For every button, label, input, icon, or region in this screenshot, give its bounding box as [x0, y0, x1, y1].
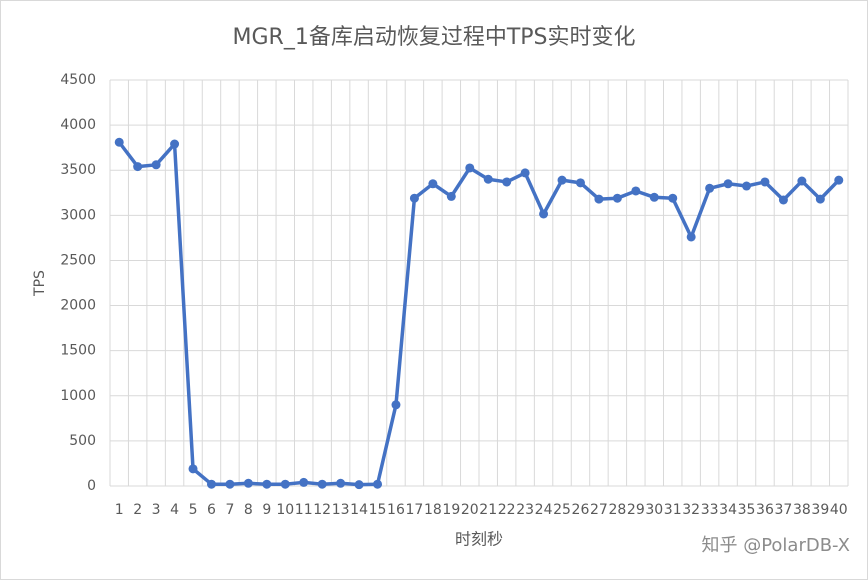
- x-tick-label: 1: [115, 502, 124, 518]
- data-point: [206, 479, 216, 489]
- chart-title: MGR_1备库启动恢复过程中TPS实时变化: [233, 25, 636, 50]
- x-tick-label: 26: [572, 502, 590, 518]
- data-point: [649, 192, 659, 202]
- y-tick-label: 3000: [60, 207, 96, 223]
- x-tick-label: 12: [313, 502, 331, 518]
- x-tick-label: 35: [738, 502, 756, 518]
- data-point: [280, 479, 290, 489]
- data-point: [760, 177, 770, 187]
- data-point: [797, 176, 807, 186]
- x-tick-label: 27: [590, 502, 608, 518]
- x-tick-label: 24: [535, 502, 553, 518]
- data-point: [225, 479, 235, 489]
- data-point: [133, 162, 143, 172]
- data-point: [575, 178, 585, 188]
- series-line: [117, 141, 841, 487]
- x-tick-label: 14: [350, 502, 368, 518]
- x-tick-label: 6: [207, 502, 216, 518]
- x-tick-label: 40: [830, 502, 848, 518]
- x-tick-label: 39: [811, 502, 829, 518]
- y-tick-label: 4500: [60, 72, 96, 88]
- data-point: [465, 163, 475, 173]
- x-tick-label: 17: [406, 502, 424, 518]
- data-point: [391, 400, 401, 410]
- data-point: [262, 479, 272, 489]
- x-tick-label: 9: [262, 502, 271, 518]
- x-tick-label: 11: [295, 502, 313, 518]
- y-axis-title: TPS: [32, 270, 48, 297]
- data-point: [557, 175, 567, 185]
- y-tick-label: 3500: [60, 162, 96, 178]
- data-point: [539, 209, 549, 219]
- data-point: [243, 478, 253, 488]
- data-point: [354, 480, 364, 490]
- x-tick-label: 4: [170, 502, 179, 518]
- x-tick-label: 28: [608, 502, 626, 518]
- data-point: [336, 478, 346, 488]
- y-tick-label: 500: [69, 433, 96, 449]
- x-tick-label: 19: [442, 502, 460, 518]
- data-point: [446, 191, 456, 201]
- x-tick-label: 31: [664, 502, 682, 518]
- watermark: 知乎 @PolarDB-X: [701, 535, 850, 556]
- data-point: [612, 193, 622, 203]
- x-tick-label: 2: [133, 502, 142, 518]
- y-tick-label: 2000: [60, 298, 96, 314]
- data-point: [815, 194, 825, 204]
- x-tick-label: 23: [516, 502, 534, 518]
- data-point: [686, 232, 696, 242]
- data-point: [742, 181, 752, 191]
- data-point: [631, 186, 641, 196]
- y-tick-label: 0: [87, 478, 96, 494]
- data-point: [594, 194, 604, 204]
- y-tick-label: 1500: [60, 343, 96, 359]
- x-tick-label: 15: [369, 502, 387, 518]
- x-tick-label: 36: [756, 502, 774, 518]
- x-tick-label: 25: [553, 502, 571, 518]
- data-point: [520, 168, 530, 178]
- data-point: [502, 177, 512, 187]
- y-tick-label: 4000: [60, 117, 96, 133]
- x-tick-label: 33: [701, 502, 719, 518]
- y-tick-label: 1000: [60, 388, 96, 404]
- data-point: [705, 183, 715, 193]
- data-point: [317, 479, 327, 489]
- data-point: [170, 139, 180, 149]
- x-tick-label: 30: [645, 502, 663, 518]
- data-point: [428, 179, 438, 189]
- data-point: [373, 479, 383, 489]
- x-tick-label: 13: [332, 502, 350, 518]
- x-tick-label: 32: [682, 502, 700, 518]
- x-tick-label: 38: [793, 502, 811, 518]
- data-point: [299, 477, 309, 487]
- data-point: [723, 179, 733, 189]
- x-tick-label: 7: [225, 502, 234, 518]
- x-tick-label: 5: [189, 502, 198, 518]
- x-tick-label: 29: [627, 502, 645, 518]
- data-point: [151, 160, 161, 170]
- x-tick-label: 34: [719, 502, 737, 518]
- data-point: [834, 175, 844, 185]
- data-point: [483, 174, 493, 184]
- x-tick-label: 21: [479, 502, 497, 518]
- x-tick-label: 37: [775, 502, 793, 518]
- data-point: [778, 195, 788, 205]
- data-point: [409, 193, 419, 203]
- x-tick-label: 18: [424, 502, 442, 518]
- x-axis-title: 时刻秒: [455, 530, 503, 549]
- x-tick-label: 20: [461, 502, 479, 518]
- data-point: [188, 464, 198, 474]
- data-point: [114, 137, 124, 147]
- x-tick-label: 22: [498, 502, 516, 518]
- x-tick-label: 3: [152, 502, 161, 518]
- y-tick-label: 2500: [60, 252, 96, 268]
- x-tick-label: 16: [387, 502, 405, 518]
- x-tick-label: 8: [244, 502, 253, 518]
- x-tick-label: 10: [276, 502, 294, 518]
- data-point: [668, 193, 678, 203]
